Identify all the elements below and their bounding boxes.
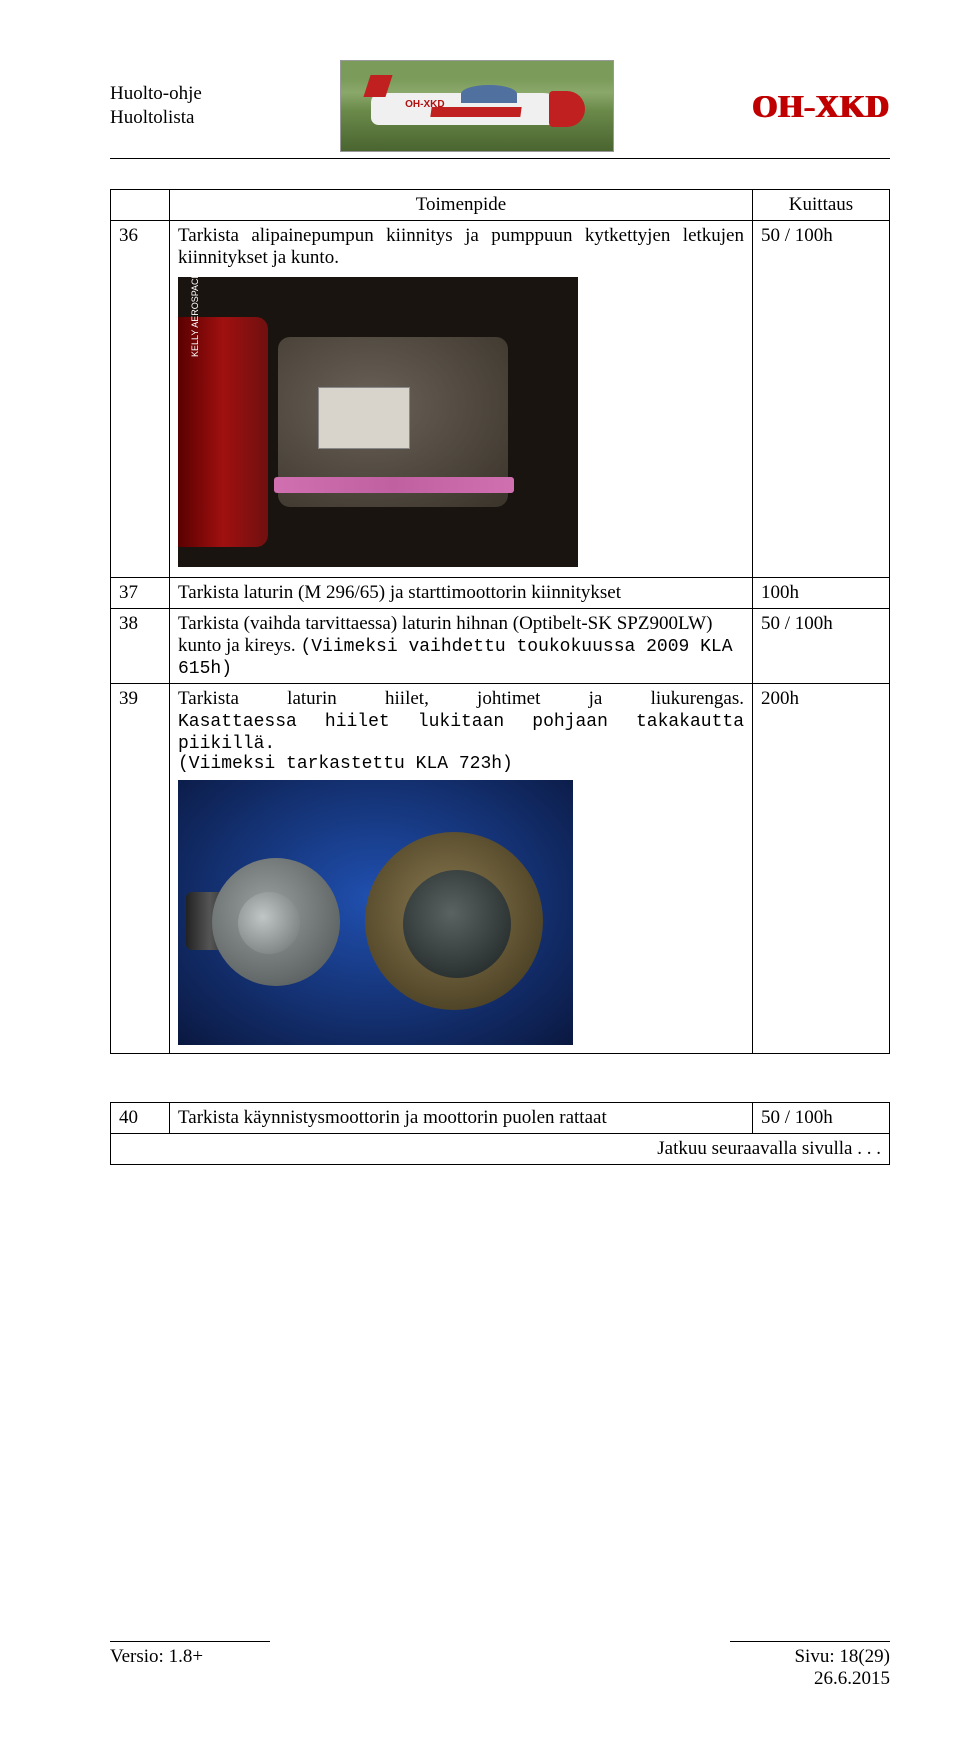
row-text-cell: Tarkista laturin hiilet, johtimet ja liu… (170, 684, 753, 1054)
col-header-action: Toimenpide (170, 190, 753, 221)
row-text-cell: Tarkista (vaihda tarvittaessa) laturin h… (170, 609, 753, 684)
row-text-mono: Kasattaessa hiilet lukitaan pohjaan taka… (178, 712, 744, 754)
header-line1: Huolto-ohje (110, 82, 202, 106)
footer-right: Sivu: 18(29) 26.6.2015 (730, 1641, 890, 1690)
pump-plate-shape (318, 387, 410, 449)
row-signoff: 50 / 100h (753, 609, 890, 684)
registration-heading: OH-XKD (752, 88, 890, 125)
continue-text: Jatkuu seuraavalla sivulla . . . (111, 1134, 890, 1165)
row-num: 39 (111, 684, 170, 1054)
alt-stator-inner-shape (403, 870, 511, 978)
pump-band-shape (274, 477, 514, 493)
page-header: Huolto-ohje Huoltolista OH-XKD OH-XKD (110, 60, 890, 152)
col-header-signoff: Kuittaus (753, 190, 890, 221)
footer-version: Versio: 1.8+ (110, 1646, 270, 1668)
row-text: Tarkista laturin (M 296/65) ja starttimo… (170, 578, 753, 609)
footer-divider-right (730, 1641, 890, 1642)
row-text: Tarkista käynnistysmoottorin ja moottori… (170, 1103, 753, 1134)
table-gap (110, 1054, 890, 1102)
row-text: Tarkista alipainepumpun kiinnitys ja pum… (178, 225, 744, 269)
row-num: 38 (111, 609, 170, 684)
maintenance-table-cont: 40 Tarkista käynnistysmoottorin ja moott… (110, 1102, 890, 1165)
footer-page: Sivu: 18(29) (730, 1646, 890, 1668)
table-row: 37 Tarkista laturin (M 296/65) ja startt… (111, 578, 890, 609)
row-text: Tarkista laturin hiilet, johtimet ja liu… (178, 688, 796, 709)
table-row: 38 Tarkista (vaihda tarvittaessa) laturi… (111, 609, 890, 684)
table-row: 36 Tarkista alipainepumpun kiinnitys ja … (111, 221, 890, 578)
row-signoff: 100h (753, 578, 890, 609)
vacuum-pump-photo: KELLY AEROSPACE Aviation Oil Filter ES48… (178, 277, 578, 567)
row-num: 37 (111, 578, 170, 609)
aircraft-photo: OH-XKD (340, 60, 614, 152)
oil-filter-label: KELLY AEROSPACE Aviation Oil Filter ES48… (190, 277, 200, 357)
table-row: 40 Tarkista käynnistysmoottorin ja moott… (111, 1103, 890, 1134)
row-num: 36 (111, 221, 170, 578)
continue-row: Jatkuu seuraavalla sivulla . . . (111, 1134, 890, 1165)
plane-registration-small: OH-XKD (405, 99, 444, 110)
alt-housing-inner-shape (238, 892, 300, 954)
row-text-block: Tarkista laturin hiilet, johtimet ja liu… (178, 688, 744, 754)
table-header-row: Toimenpide Kuittaus (111, 190, 890, 221)
row-text-cell: Tarkista alipainepumpun kiinnitys ja pum… (170, 221, 753, 578)
footer-date: 26.6.2015 (730, 1668, 890, 1690)
footer-left: Versio: 1.8+ (110, 1641, 270, 1690)
alternator-photo (178, 780, 573, 1045)
col-header-blank (111, 190, 170, 221)
row-signoff: 200h (753, 684, 890, 1054)
page-footer: Versio: 1.8+ Sivu: 18(29) 26.6.2015 (110, 1641, 890, 1690)
row-signoff: 50 / 100h (753, 221, 890, 578)
row-signoff: 50 / 100h (753, 1103, 890, 1134)
table-row: 39 Tarkista laturin hiilet, johtimet ja … (111, 684, 890, 1054)
header-divider (110, 158, 890, 159)
plane-nose-shape (549, 91, 585, 127)
maintenance-table: Toimenpide Kuittaus 36 Tarkista alipaine… (110, 189, 890, 1054)
footer-divider-left (110, 1641, 270, 1642)
plane-canopy-shape (461, 85, 517, 103)
page: Huolto-ohje Huoltolista OH-XKD OH-XKD To… (0, 0, 960, 1750)
header-title-block: Huolto-ohje Huoltolista (110, 82, 202, 130)
row-num: 40 (111, 1103, 170, 1134)
row-text-mono2: (Viimeksi tarkastettu KLA 723h) (178, 754, 744, 774)
header-line2: Huoltolista (110, 106, 202, 130)
